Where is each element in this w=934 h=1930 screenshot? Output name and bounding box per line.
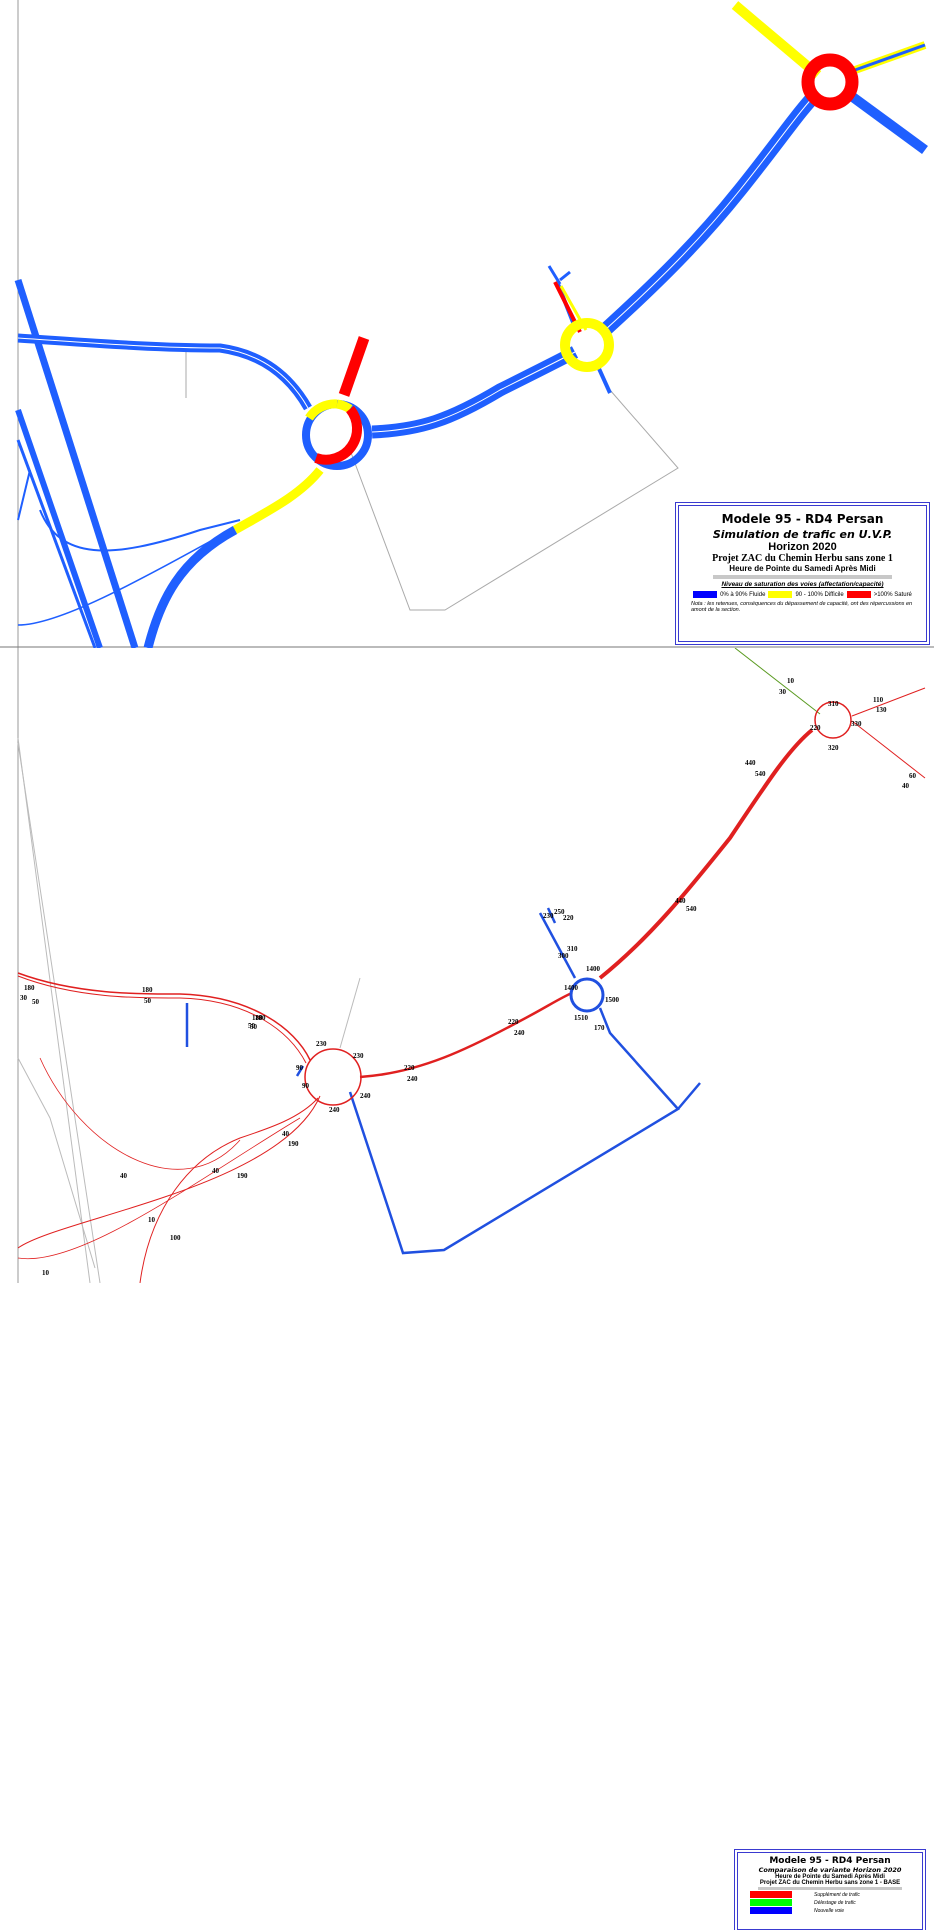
new-road-swatch — [750, 1907, 792, 1914]
flow-label: 50 — [250, 1023, 258, 1031]
flow-label: 40 — [902, 782, 910, 790]
legend-item-label: Délestage de trafic — [814, 1899, 856, 1906]
flow-label: 170 — [594, 1024, 605, 1032]
flow-label: 220 — [810, 724, 821, 732]
flow-label: 50 — [32, 998, 40, 1006]
flow-label: 220 — [508, 1018, 519, 1026]
red-links — [17, 687, 926, 1283]
flow-label: 240 — [360, 1092, 371, 1100]
legend-subtitle: Comparaison de variante Horizon 2020 — [758, 1866, 902, 1874]
decrease-swatch — [750, 1899, 792, 1906]
flow-label: 1510 — [574, 1014, 589, 1022]
saturation-legend: Modele 95 - RD4 Persan Simulation de tra… — [675, 502, 930, 645]
flow-label: 10 — [42, 1269, 50, 1277]
comparison-legend: Modele 95 - RD4 Persan Comparaison de va… — [734, 1849, 926, 1930]
flow-label: 540 — [755, 770, 766, 778]
context-roads — [17, 737, 361, 1283]
saturation-levels: 0% à 90% Fluide 90 - 100% Difficile >100… — [679, 591, 926, 598]
legend-period: Heure de Pointe du Samedi Après Midi — [729, 564, 876, 573]
flow-label: 40 — [212, 1167, 220, 1175]
flow-label: 60 — [909, 772, 917, 780]
legend-item-label: Nouvelle voie — [814, 1907, 845, 1914]
roundabouts — [302, 53, 859, 470]
flow-label: 40 — [120, 1172, 128, 1180]
saturation-map — [0, 0, 934, 648]
legend-title: Modele 95 - RD4 Persan — [721, 512, 884, 526]
legend-item-label: Supplément de trafic — [814, 1891, 860, 1898]
flow-label: 440 — [675, 897, 686, 905]
flow-labels: 10 30 310 110 130 330 220 320 60 40 440 … — [20, 677, 917, 1277]
legend-divider — [713, 575, 892, 579]
flow-label: 440 — [745, 759, 756, 767]
flow-label: 320 — [828, 744, 839, 752]
flow-label: 240 — [407, 1075, 418, 1083]
legend-item: Nouvelle voie — [750, 1907, 922, 1914]
flow-label: 250 — [554, 908, 565, 916]
flow-label: 50 — [248, 1022, 256, 1030]
flow-label: 230 — [353, 1052, 364, 1060]
flow-label: 90 — [302, 1082, 310, 1090]
flow-label: 190 — [237, 1172, 248, 1180]
flow-label: 230 — [316, 1040, 327, 1048]
flow-label: 240 — [514, 1029, 525, 1037]
flow-label: 300 — [558, 952, 569, 960]
flow-label: 100 — [170, 1234, 181, 1242]
flow-label: 110 — [873, 696, 884, 704]
green-link — [734, 648, 821, 715]
flow-label: 50 — [144, 997, 152, 1005]
legend-title: Modele 95 - RD4 Persan — [769, 1856, 891, 1866]
flow-label: 180 — [142, 986, 153, 994]
flow-label: 1500 — [605, 996, 620, 1004]
flow-label: 30 — [20, 994, 28, 1002]
flow-label: 180 — [24, 984, 35, 992]
saturation-map-panel: Modele 95 - RD4 Persan Simulation de tra… — [0, 0, 934, 648]
flow-label: 130 — [876, 706, 887, 714]
flow-label: 220 — [563, 914, 574, 922]
flow-label: 40 — [282, 1130, 290, 1138]
legend-horizon: Horizon 2020 — [768, 541, 837, 553]
legend-project: Projet ZAC du Chemin Herbu sans zone 1 — [712, 553, 893, 564]
level-saturated-label: >100% Saturé — [873, 591, 912, 598]
roundabouts — [304, 701, 852, 1106]
flow-label: 330 — [851, 720, 862, 728]
legend-divider — [758, 1887, 902, 1890]
variant-comparison-map: 10 30 310 110 130 330 220 320 60 40 440 … — [17, 648, 926, 1283]
saturation-heading: Niveau de saturation des voies (affectat… — [721, 581, 884, 588]
level-difficult-label: 90 - 100% Difficile — [795, 591, 844, 598]
flow-label: 190 — [288, 1140, 299, 1148]
flow-label: 90 — [296, 1064, 304, 1072]
flow-label: 240 — [329, 1106, 340, 1114]
flow-label: 230 — [543, 912, 554, 920]
flow-label: 10 — [787, 677, 795, 685]
increase-swatch — [750, 1891, 792, 1898]
flow-label: 1400 — [564, 984, 579, 992]
legend-note: Nota : les retenues, conséquences du dép… — [691, 601, 913, 613]
blue-links — [185, 907, 701, 1255]
flow-label: 180 — [252, 1014, 263, 1022]
flow-label: 30 — [779, 688, 787, 696]
variant-comparison-panel: 10 30 310 110 130 330 220 320 60 40 440 … — [0, 648, 934, 1930]
legend-project: Projet ZAC du Chemin Herbu sans zone 1 -… — [759, 1880, 901, 1886]
main-road — [17, 1, 928, 648]
fluid-swatch — [693, 591, 718, 598]
difficult-swatch — [768, 591, 793, 598]
level-fluid-label: 0% à 90% Fluide — [720, 591, 766, 598]
flow-label: 10 — [148, 1216, 156, 1224]
saturated-swatch — [846, 591, 871, 598]
left-highways — [14, 278, 241, 648]
legend-item: Supplément de trafic — [750, 1891, 922, 1898]
flow-label: 310 — [828, 700, 839, 708]
flow-label: 1400 — [586, 965, 601, 973]
flow-label: 310 — [567, 945, 578, 953]
flow-label: 180 — [255, 1014, 266, 1022]
minor-roads — [185, 350, 679, 611]
legend-subtitle: Simulation de trafic en U.V.P. — [712, 528, 893, 541]
legend-item: Délestage de trafic — [750, 1899, 922, 1906]
flow-label: 220 — [404, 1064, 415, 1072]
flow-label: 540 — [686, 905, 697, 913]
